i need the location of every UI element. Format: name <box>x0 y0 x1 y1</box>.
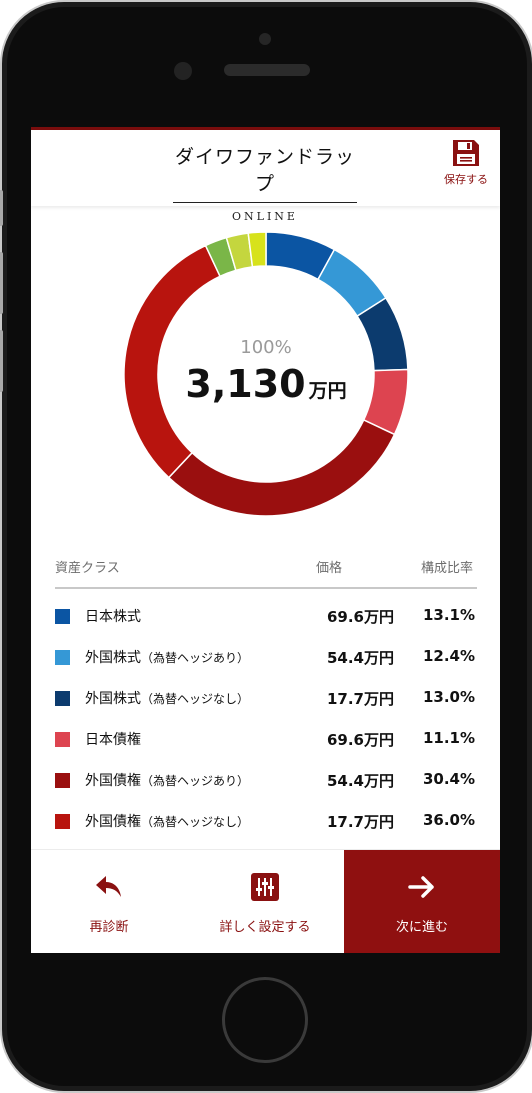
donut-svg <box>123 231 409 517</box>
asset-label: 日本株式 <box>85 609 141 625</box>
asset-price: 17.7万円 <box>326 813 394 831</box>
header-top-border <box>31 127 500 130</box>
volume-down-button <box>0 330 3 392</box>
sensor-dot <box>259 33 271 45</box>
donut-center: 100% 3,130 万円 <box>121 229 411 519</box>
donut-segment <box>247 231 267 268</box>
column-asset-class: 資産クラス <box>55 561 120 576</box>
rediagnose-button[interactable]: 再診断 <box>31 850 187 953</box>
asset-label: 外国債権 <box>85 773 141 789</box>
asset-note: （為替ヘッジなし） <box>141 815 250 829</box>
bottom-nav: 再診断 詳しく設定する 次に進む <box>31 849 500 953</box>
color-swatch <box>55 732 70 747</box>
total-amount-value: 3,130 <box>185 362 306 406</box>
color-swatch <box>55 609 70 624</box>
asset-note: （為替ヘッジなし） <box>141 692 250 706</box>
save-label: 保存する <box>444 173 488 186</box>
asset-label: 外国株式 <box>85 691 141 707</box>
detail-settings-label: 詳しく設定する <box>219 920 311 935</box>
asset-price: 69.6万円 <box>326 608 394 626</box>
table-row: 外国株式（為替ヘッジあり） 54.4万円 12.4% <box>55 644 477 672</box>
total-amount-unit: 万円 <box>308 380 347 402</box>
rediagnose-label: 再診断 <box>89 920 129 935</box>
color-swatch <box>55 773 70 788</box>
table-row: 外国債権（為替ヘッジあり） 54.4万円 30.4% <box>55 767 477 795</box>
arrow-right-icon <box>344 872 500 902</box>
total-percent: 100% <box>240 337 292 358</box>
front-camera <box>174 62 192 80</box>
brand-title: ダイワファンドラップ <box>173 142 357 203</box>
asset-ratio: 13.0% <box>422 688 475 706</box>
table-row: 外国債権（為替ヘッジなし） 17.7万円 36.0% <box>55 808 477 836</box>
asset-ratio: 36.0% <box>422 811 475 829</box>
asset-name: 日本債権 <box>85 729 141 749</box>
asset-price: 17.7万円 <box>326 690 394 708</box>
table-row: 外国株式（為替ヘッジなし） 17.7万円 13.0% <box>55 685 477 713</box>
column-ratio: 構成比率 <box>420 561 473 576</box>
app-header: ダイワファンドラップ ONLINE 保存する <box>31 130 500 223</box>
table-header: 資産クラス 価格 構成比率 <box>55 553 477 589</box>
color-swatch <box>55 650 70 665</box>
asset-ratio: 11.1% <box>422 729 475 747</box>
asset-label: 外国債権 <box>85 814 141 830</box>
asset-note: （為替ヘッジあり） <box>141 651 250 665</box>
table-row: 日本株式 69.6万円 13.1% <box>55 603 477 631</box>
app-screen: ダイワファンドラップ ONLINE 保存する 100% 3,130 万円 資産クラ… <box>31 127 500 953</box>
color-swatch <box>55 814 70 829</box>
volume-up-button <box>0 252 3 314</box>
brand-subtitle: ONLINE <box>232 210 298 223</box>
mute-switch <box>0 190 3 226</box>
home-button[interactable] <box>222 977 308 1063</box>
asset-ratio: 12.4% <box>422 647 475 665</box>
brand-logo[interactable]: ダイワファンドラップ ONLINE <box>173 142 357 223</box>
asset-label: 日本債権 <box>85 732 141 748</box>
color-swatch <box>55 691 70 706</box>
next-button[interactable]: 次に進む <box>344 850 500 953</box>
save-button[interactable]: 保存する <box>438 138 494 187</box>
asset-label: 外国株式 <box>85 650 141 666</box>
sliders-icon <box>187 872 343 902</box>
asset-price: 54.4万円 <box>326 649 394 667</box>
allocation-donut-chart: 100% 3,130 万円 <box>121 229 411 519</box>
asset-name: 日本株式 <box>85 606 141 626</box>
asset-note: （為替ヘッジあり） <box>141 774 250 788</box>
asset-name: 外国株式（為替ヘッジなし） <box>85 688 249 708</box>
asset-name: 外国債権（為替ヘッジあり） <box>85 770 249 790</box>
asset-name: 外国債権（為替ヘッジなし） <box>85 811 249 831</box>
table-row: 日本債権 69.6万円 11.1% <box>55 726 477 754</box>
earpiece-speaker <box>224 64 310 76</box>
asset-ratio: 30.4% <box>422 770 475 788</box>
next-label: 次に進む <box>395 920 448 935</box>
asset-price: 69.6万円 <box>326 731 394 749</box>
asset-name: 外国株式（為替ヘッジあり） <box>85 647 249 667</box>
floppy-disk-icon <box>453 140 479 166</box>
total-amount: 3,130 万円 <box>121 362 411 406</box>
asset-ratio: 13.1% <box>422 606 475 624</box>
back-arrow-icon <box>31 872 187 902</box>
asset-price: 54.4万円 <box>326 772 394 790</box>
detail-settings-button[interactable]: 詳しく設定する <box>187 850 343 953</box>
column-price: 価格 <box>316 561 343 576</box>
